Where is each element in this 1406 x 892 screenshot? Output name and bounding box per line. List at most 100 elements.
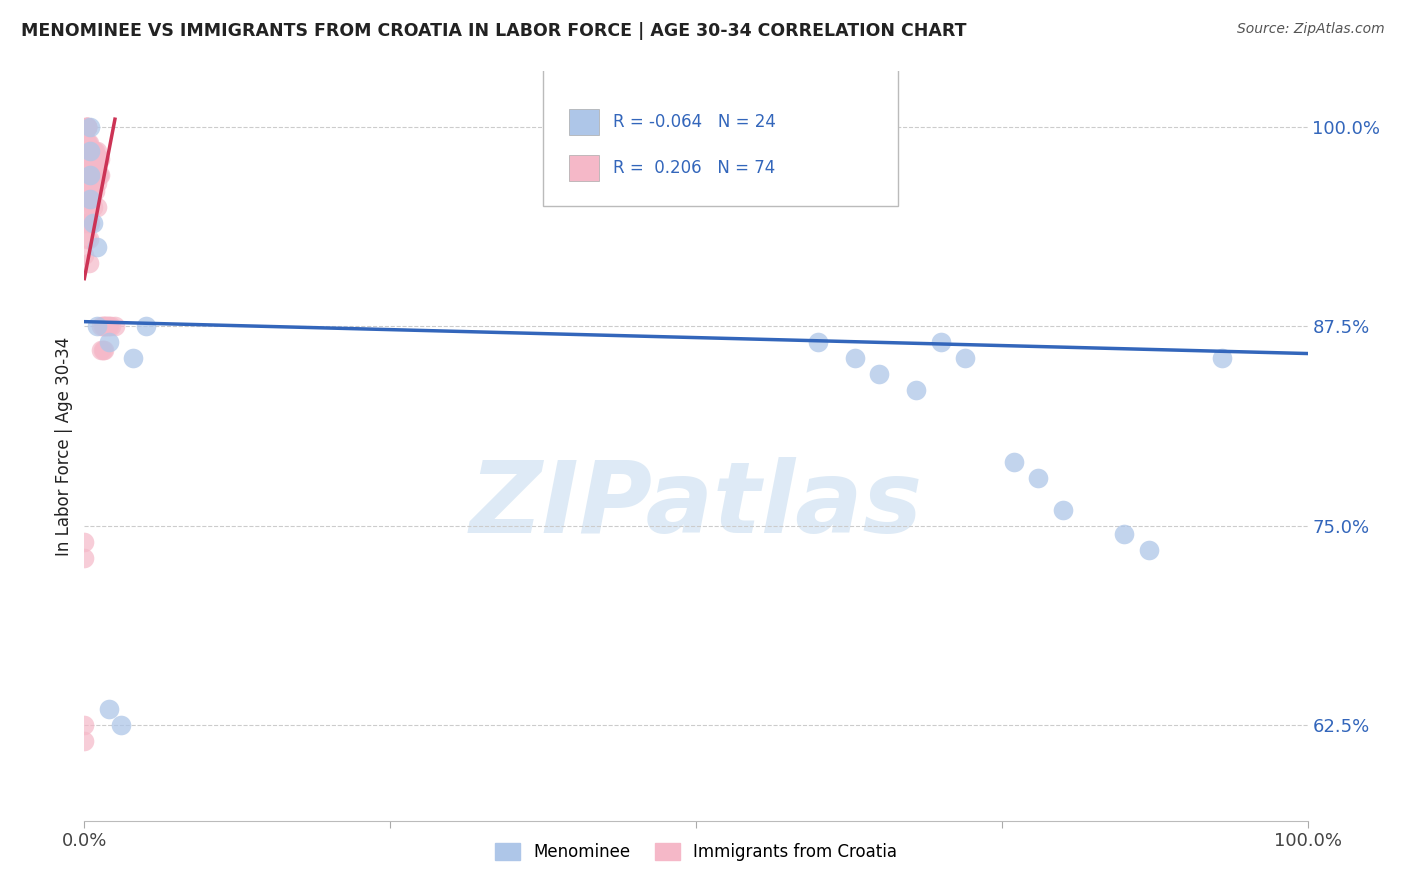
FancyBboxPatch shape — [569, 154, 599, 181]
Point — [76, 136, 98, 150]
Point — [77, 152, 100, 166]
Point — [89, 168, 111, 182]
Point — [1052, 502, 1074, 516]
Y-axis label: In Labor Force | Age 30-34: In Labor Force | Age 30-34 — [55, 336, 73, 556]
Point — [79, 176, 101, 190]
Point — [90, 343, 112, 358]
Point — [94, 319, 117, 334]
Point — [91, 343, 114, 358]
Point — [80, 144, 103, 158]
FancyBboxPatch shape — [543, 68, 898, 206]
Point — [135, 319, 157, 334]
Point — [73, 248, 96, 262]
Point — [73, 152, 96, 166]
Point — [79, 216, 101, 230]
Point — [77, 255, 100, 269]
Point — [1002, 455, 1025, 469]
Point — [77, 184, 100, 198]
Point — [80, 176, 103, 190]
Point — [76, 120, 98, 135]
Point — [905, 383, 928, 397]
Point — [97, 335, 120, 350]
Point — [76, 232, 98, 246]
Point — [1211, 351, 1233, 366]
Point — [869, 368, 891, 382]
Point — [80, 192, 103, 206]
Point — [83, 144, 105, 158]
Point — [82, 216, 104, 230]
Point — [79, 120, 101, 135]
Point — [86, 200, 108, 214]
Text: ZIPatlas: ZIPatlas — [470, 458, 922, 555]
Point — [77, 184, 100, 198]
Point — [929, 335, 952, 350]
Point — [1114, 526, 1136, 541]
Point — [76, 120, 98, 135]
Point — [1137, 542, 1160, 557]
Point — [122, 351, 145, 366]
Point — [76, 120, 98, 135]
Point — [84, 160, 107, 174]
Point — [76, 160, 98, 174]
Point — [110, 718, 132, 732]
Point — [73, 120, 96, 135]
Point — [73, 184, 96, 198]
Point — [83, 176, 105, 190]
Point — [93, 319, 115, 334]
Point — [73, 534, 96, 549]
Point — [73, 216, 96, 230]
Point — [76, 192, 98, 206]
Point — [90, 319, 112, 334]
Point — [73, 550, 96, 565]
Point — [82, 200, 104, 214]
Point — [79, 160, 101, 174]
Point — [82, 176, 104, 190]
Point — [87, 168, 110, 182]
Text: MENOMINEE VS IMMIGRANTS FROM CROATIA IN LABOR FORCE | AGE 30-34 CORRELATION CHAR: MENOMINEE VS IMMIGRANTS FROM CROATIA IN … — [21, 22, 966, 40]
Point — [86, 176, 108, 190]
Point — [87, 152, 110, 166]
FancyBboxPatch shape — [569, 109, 599, 136]
Point — [79, 144, 101, 158]
Point — [79, 192, 101, 206]
Point — [844, 351, 866, 366]
Text: R =  0.206   N = 74: R = 0.206 N = 74 — [613, 159, 775, 177]
Point — [87, 168, 110, 182]
Point — [86, 160, 108, 174]
Point — [104, 319, 127, 334]
Point — [89, 152, 111, 166]
Point — [96, 319, 118, 334]
Point — [79, 144, 101, 158]
Point — [79, 192, 101, 206]
Point — [77, 136, 100, 150]
Point — [97, 702, 120, 716]
Legend: Menominee, Immigrants from Croatia: Menominee, Immigrants from Croatia — [495, 843, 897, 861]
Point — [73, 734, 96, 748]
Point — [76, 176, 98, 190]
Point — [84, 144, 107, 158]
Point — [91, 319, 114, 334]
Point — [77, 136, 100, 150]
Point — [77, 200, 100, 214]
Point — [77, 216, 100, 230]
Point — [77, 232, 100, 246]
Point — [76, 208, 98, 222]
Point — [76, 152, 98, 166]
Point — [77, 168, 100, 182]
Point — [76, 120, 98, 135]
Point — [82, 144, 104, 158]
Point — [807, 335, 830, 350]
Point — [1028, 471, 1050, 485]
Text: Source: ZipAtlas.com: Source: ZipAtlas.com — [1237, 22, 1385, 37]
Point — [82, 160, 104, 174]
Point — [100, 319, 122, 334]
Point — [79, 168, 101, 182]
Point — [87, 152, 110, 166]
Point — [97, 319, 120, 334]
Point — [93, 343, 115, 358]
Point — [73, 718, 96, 732]
Point — [76, 120, 98, 135]
Text: R = -0.064   N = 24: R = -0.064 N = 24 — [613, 113, 776, 131]
Point — [86, 240, 108, 254]
Point — [953, 351, 976, 366]
